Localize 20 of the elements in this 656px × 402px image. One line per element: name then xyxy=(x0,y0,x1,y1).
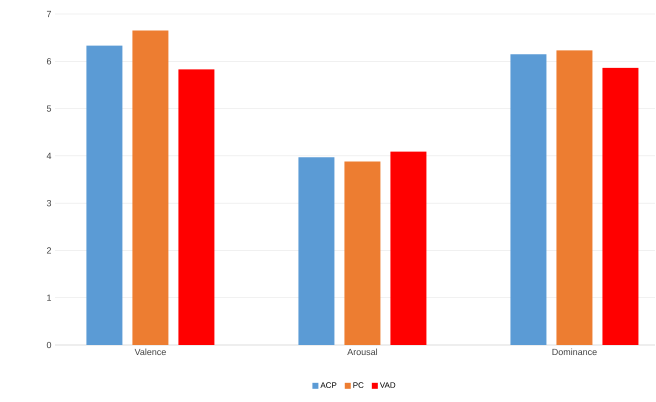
x-tick-label: Arousal xyxy=(347,348,378,356)
y-tick-label: 6 xyxy=(46,58,52,64)
y-tick-label: 4 xyxy=(46,152,52,159)
y-tick-label: 1 xyxy=(47,294,52,301)
bar xyxy=(344,162,380,345)
x-tick-label: Dominance xyxy=(552,348,597,356)
bar xyxy=(178,69,214,345)
bar xyxy=(602,68,638,345)
bar xyxy=(556,50,592,345)
bar xyxy=(390,152,426,345)
y-tick-label: 5 xyxy=(46,105,52,112)
x-tick-label: Valence xyxy=(134,348,166,356)
bar xyxy=(86,46,122,345)
y-tick-label: 7 xyxy=(46,10,52,18)
y-tick-label: 3 xyxy=(46,200,52,206)
bar xyxy=(510,54,546,345)
bar xyxy=(132,30,168,345)
y-tick-label: 2 xyxy=(46,247,52,254)
bar xyxy=(298,157,334,345)
y-tick-label: 0 xyxy=(46,342,52,348)
